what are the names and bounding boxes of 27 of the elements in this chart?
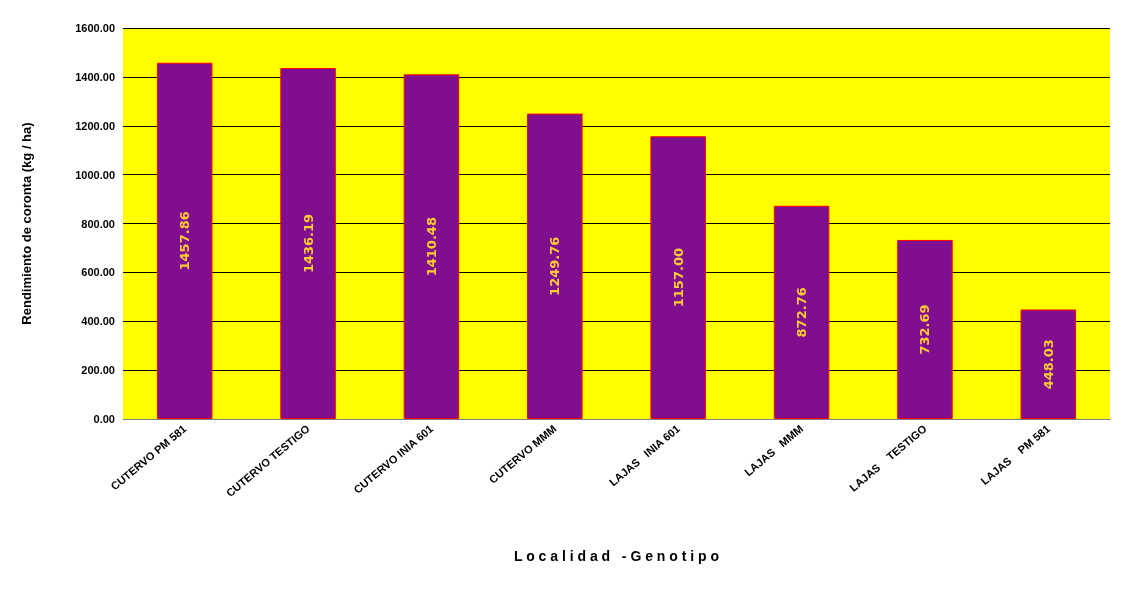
bar bbox=[650, 136, 706, 419]
bar bbox=[773, 205, 830, 419]
data-label: 1249.76 bbox=[547, 236, 563, 296]
y-tick-label: 400.00 bbox=[81, 315, 115, 328]
y-tick-label: 1200.00 bbox=[75, 119, 115, 132]
y-axis-title: Rendimiento de coronta (kg / ha) bbox=[19, 122, 34, 325]
data-label: 732.69 bbox=[917, 304, 933, 355]
data-label: 1436.19 bbox=[300, 213, 316, 274]
data-label: 448.03 bbox=[1040, 339, 1056, 390]
data-label: 1457.86 bbox=[177, 211, 193, 271]
y-tick-label: 0.00 bbox=[93, 413, 115, 425]
bar bbox=[897, 239, 953, 419]
data-label: 1410.48 bbox=[423, 217, 439, 277]
bar bbox=[403, 74, 460, 419]
bar bbox=[527, 113, 583, 419]
data-label: 872.76 bbox=[794, 287, 810, 338]
y-tick-label: 200.00 bbox=[81, 364, 115, 377]
bar bbox=[1020, 309, 1077, 419]
y-tick-label: 1400.00 bbox=[75, 70, 115, 83]
x-axis-title: L o c a l i d a d - G e n o t i p o bbox=[513, 548, 720, 564]
data-label: 1157.00 bbox=[670, 248, 686, 308]
y-tick-label: 1000.00 bbox=[75, 168, 115, 181]
y-tick-label: 800.00 bbox=[81, 217, 115, 230]
bar bbox=[280, 68, 336, 419]
bar bbox=[156, 62, 213, 419]
y-tick-label: 600.00 bbox=[81, 266, 115, 279]
y-tick-label: 1600.00 bbox=[75, 22, 115, 34]
